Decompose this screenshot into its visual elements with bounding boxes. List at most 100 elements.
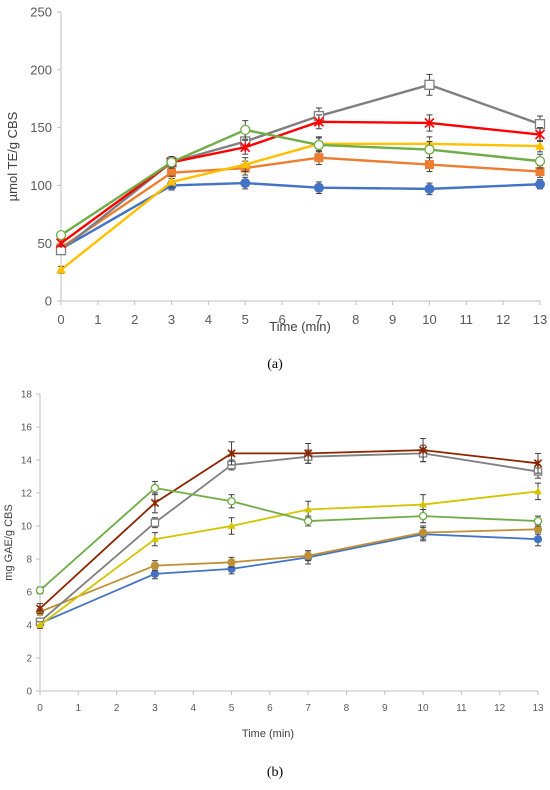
y-tick-label: 10	[21, 522, 33, 533]
series-line	[39, 452, 539, 623]
data-point	[418, 445, 428, 455]
data-point	[424, 117, 435, 129]
data-point	[418, 528, 428, 537]
x-tick-label: 4	[205, 312, 212, 327]
y-axis-title: µmol TE/g CBS	[5, 111, 20, 201]
y-tick-label: 14	[21, 456, 33, 467]
series-5	[55, 114, 546, 249]
y-tick-label: 18	[21, 390, 33, 401]
x-tick-label: 3	[152, 703, 158, 714]
y-tick-label: 4	[26, 621, 32, 632]
y-axis-title: mg GAE/g CBS	[3, 504, 15, 580]
x-tick-label: 10	[418, 703, 430, 714]
data-point	[150, 518, 160, 527]
data-point	[303, 516, 313, 526]
data-point	[167, 168, 177, 178]
data-point	[533, 516, 543, 526]
x-tick-label: 7	[315, 312, 322, 327]
x-tick-label: 13	[532, 703, 544, 714]
x-axis-title: Time (min)	[242, 728, 294, 740]
data-point	[150, 535, 159, 543]
data-point	[240, 159, 251, 169]
series-4	[56, 136, 545, 274]
x-tick-label: 11	[456, 703, 467, 714]
series-3	[55, 73, 546, 256]
series-2	[35, 523, 543, 616]
x-tick-label: 2	[114, 703, 120, 714]
y-tick-label: 50	[38, 236, 52, 251]
x-tick-label: 13	[533, 312, 547, 327]
x-tick-label: 11	[460, 312, 474, 327]
data-point	[313, 139, 325, 151]
y-tick-label: 2	[26, 654, 32, 665]
y-tick-label: 150	[30, 120, 52, 135]
data-point	[55, 229, 67, 241]
data-point	[35, 604, 45, 613]
x-tick-label: 9	[382, 703, 388, 714]
data-point	[227, 449, 236, 458]
series-6	[35, 480, 543, 595]
data-point	[304, 551, 313, 560]
data-point	[166, 176, 177, 186]
data-point	[304, 505, 313, 513]
x-tick-label: 8	[344, 703, 350, 714]
data-point	[240, 142, 251, 153]
y-tick-label: 200	[30, 62, 52, 77]
y-tick-label: 0	[45, 294, 52, 309]
data-point	[419, 500, 428, 508]
y-tick-label: 12	[21, 489, 33, 500]
data-point	[535, 167, 545, 177]
data-point	[240, 178, 251, 189]
series-2	[56, 150, 545, 253]
data-point	[150, 569, 160, 578]
data-point	[534, 129, 546, 140]
data-point	[533, 535, 543, 544]
y-tick-label: 16	[21, 423, 33, 434]
x-tick-label: 9	[389, 312, 396, 327]
x-tick-label: 6	[278, 312, 285, 327]
x-tick-label: 4	[190, 703, 196, 714]
data-point	[424, 144, 435, 155]
x-tick-label: 12	[494, 703, 506, 714]
data-point	[313, 116, 324, 127]
y-tick-label: 8	[26, 555, 32, 566]
data-point	[150, 498, 160, 508]
data-point	[418, 511, 428, 521]
data-point	[150, 561, 160, 570]
y-tick-label: 250	[30, 5, 52, 20]
series-4	[36, 482, 542, 629]
series-line	[60, 128, 541, 237]
x-tick-label: 5	[242, 312, 249, 327]
x-tick-label: 6	[267, 703, 273, 714]
data-point	[424, 79, 435, 90]
series-line	[60, 142, 541, 271]
data-point	[424, 183, 435, 194]
data-point	[534, 487, 542, 495]
data-point	[424, 160, 434, 170]
data-point	[36, 620, 44, 628]
series-line	[60, 156, 541, 249]
x-axis-title: Time (min)	[269, 319, 331, 334]
series-line	[39, 533, 539, 625]
x-tick-label: 1	[76, 703, 82, 714]
caption-a: (a)	[267, 357, 283, 372]
x-tick-label: 0	[57, 312, 64, 327]
series-line	[39, 490, 539, 626]
x-tick-label: 5	[229, 703, 235, 714]
data-point	[533, 525, 543, 534]
caption-b: (b)	[267, 765, 284, 780]
series-5	[35, 438, 543, 614]
series-line	[39, 449, 539, 610]
data-point	[227, 496, 236, 506]
x-tick-label: 0	[37, 703, 43, 714]
data-point	[35, 586, 45, 595]
x-tick-label: 10	[422, 312, 436, 327]
data-point	[535, 140, 545, 150]
data-point	[303, 449, 313, 458]
data-point	[166, 157, 177, 168]
data-point	[313, 182, 324, 193]
y-tick-label: 0	[26, 687, 32, 698]
series-line	[39, 487, 539, 592]
